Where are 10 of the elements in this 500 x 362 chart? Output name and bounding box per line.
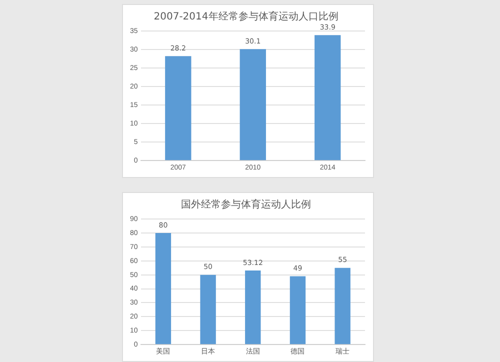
bar [245,270,261,344]
chart-title: 国外经常参与体育运动人比例 [181,198,311,211]
bar [155,232,172,344]
bar [200,274,216,344]
bar [240,49,266,160]
bar [290,276,306,344]
bar [334,268,350,344]
bar [314,35,341,160]
chart-title: 2007-2014年经常参与体育运动人口比例 [154,10,338,23]
bar [165,56,192,160]
